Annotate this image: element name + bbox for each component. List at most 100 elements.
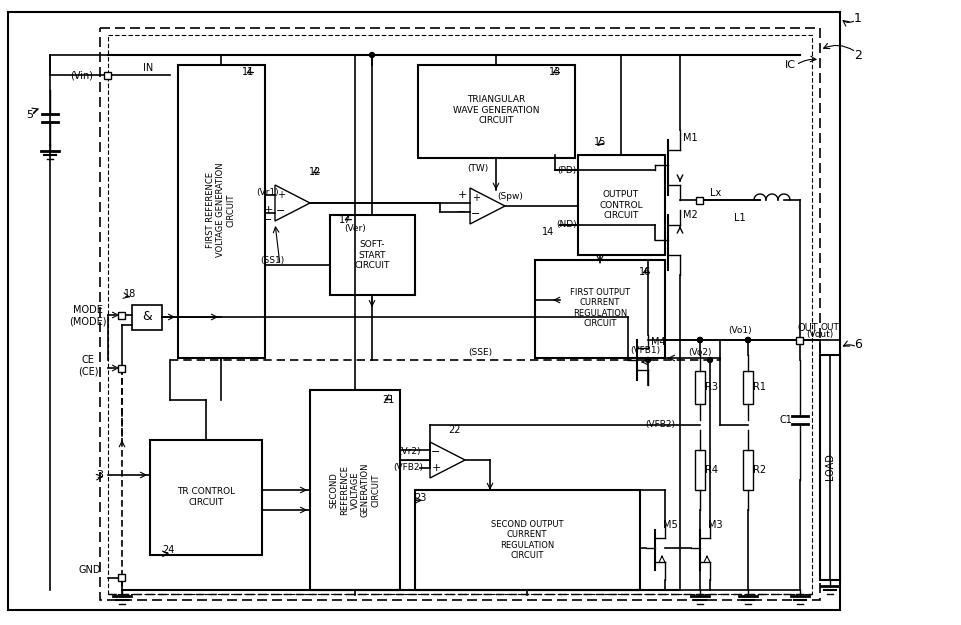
Text: TRIANGULAR
WAVE GENERATION
CIRCUIT: TRIANGULAR WAVE GENERATION CIRCUIT (453, 95, 539, 125)
Text: −: − (263, 215, 272, 225)
Text: 15: 15 (593, 137, 605, 147)
Text: Lx: Lx (709, 188, 721, 198)
Bar (100, 28, 819, 600)
Text: (TW): (TW) (467, 164, 488, 172)
Bar (578, 155, 664, 255)
Bar (742, 450, 752, 490)
Text: (MODE): (MODE) (69, 317, 107, 327)
Text: 22: 22 (448, 425, 460, 435)
Text: +: + (431, 463, 440, 473)
Text: (Spw): (Spw) (497, 191, 523, 201)
Text: 24: 24 (161, 545, 174, 555)
Text: 17: 17 (338, 215, 351, 225)
Text: OUTPUT
CONTROL
CIRCUIT: OUTPUT CONTROL CIRCUIT (599, 190, 642, 220)
Text: (Ver): (Ver) (344, 224, 365, 232)
Text: 12: 12 (308, 167, 321, 177)
Text: 14: 14 (541, 227, 554, 237)
Bar (108, 35, 811, 594)
Text: (PD): (PD) (556, 166, 576, 174)
Bar (694, 371, 704, 404)
Text: (Vo2): (Vo2) (687, 348, 711, 356)
Bar (118, 364, 125, 371)
Text: 6: 6 (853, 339, 861, 351)
Text: R4: R4 (704, 465, 718, 475)
Circle shape (745, 338, 750, 342)
Bar (178, 65, 264, 358)
Circle shape (697, 338, 702, 342)
Text: GND: GND (79, 565, 101, 575)
Text: (Vout): (Vout) (805, 329, 833, 339)
Text: −: − (276, 206, 285, 216)
Text: 13: 13 (549, 67, 560, 77)
Bar (118, 311, 125, 319)
Text: FIRST REFERENCE
VOLTAGE GENERATION
CIRCUIT: FIRST REFERENCE VOLTAGE GENERATION CIRCU… (206, 162, 235, 258)
Text: (Vr2): (Vr2) (399, 448, 421, 456)
Bar (414, 490, 639, 590)
Text: +: + (456, 190, 466, 200)
Text: +: + (472, 193, 480, 203)
Text: (SSE): (SSE) (467, 348, 491, 356)
Text: IC: IC (783, 60, 795, 70)
Text: TR CONTROL
CIRCUIT: TR CONTROL CIRCUIT (177, 488, 234, 507)
Bar (819, 355, 839, 580)
Text: −: − (471, 209, 480, 219)
Text: 16: 16 (638, 267, 651, 277)
Bar (696, 196, 702, 204)
Bar (796, 336, 802, 344)
Text: 18: 18 (124, 289, 136, 299)
Circle shape (645, 357, 650, 362)
Bar (105, 71, 111, 79)
Bar (418, 65, 575, 158)
Text: M3: M3 (707, 520, 722, 530)
Text: 3: 3 (96, 470, 104, 480)
Text: +: + (263, 205, 272, 215)
Text: OUT: OUT (820, 324, 839, 332)
Text: M2: M2 (682, 210, 697, 220)
Text: (VFB2): (VFB2) (393, 464, 423, 472)
Text: (Vo1): (Vo1) (727, 326, 752, 334)
Circle shape (369, 52, 374, 57)
Text: (SS1): (SS1) (259, 256, 283, 264)
Text: (Vr1): (Vr1) (257, 188, 279, 196)
Text: 2: 2 (853, 49, 861, 61)
Text: SECOND OUTPUT
CURRENT
REGULATION
CIRCUIT: SECOND OUTPUT CURRENT REGULATION CIRCUIT (490, 520, 562, 560)
Text: M4: M4 (650, 337, 665, 347)
Text: (Vin): (Vin) (70, 70, 93, 80)
Text: R3: R3 (704, 382, 718, 392)
Bar (8, 12, 839, 610)
Circle shape (745, 338, 750, 342)
Bar (132, 305, 161, 330)
Text: 1: 1 (853, 11, 861, 24)
Bar (694, 450, 704, 490)
Text: LOAD: LOAD (825, 454, 834, 481)
Text: 5: 5 (27, 110, 34, 120)
Circle shape (697, 338, 702, 342)
Text: &: & (142, 311, 152, 324)
Bar (330, 215, 414, 295)
Text: R1: R1 (752, 382, 766, 392)
Text: SECOND
REFERENCE
VOLTAGE
GENERATION
CIRCUIT: SECOND REFERENCE VOLTAGE GENERATION CIRC… (330, 462, 380, 518)
Text: 11: 11 (241, 67, 254, 77)
Text: 23: 23 (413, 493, 426, 503)
Bar (309, 390, 400, 590)
Text: SOFT-
START
CIRCUIT: SOFT- START CIRCUIT (354, 240, 389, 270)
Text: R2: R2 (752, 465, 766, 475)
Text: OUT: OUT (797, 323, 818, 333)
Text: +: + (277, 190, 284, 200)
Bar (534, 260, 664, 358)
Text: IN: IN (143, 63, 153, 73)
Text: C1: C1 (778, 415, 792, 425)
Bar (742, 371, 752, 404)
Text: (CE): (CE) (78, 367, 98, 377)
Text: L1: L1 (733, 213, 745, 223)
Text: CE: CE (82, 355, 94, 365)
Circle shape (706, 357, 712, 362)
Bar (118, 574, 125, 581)
Text: (VFB2): (VFB2) (644, 421, 675, 429)
Text: M5: M5 (662, 520, 677, 530)
Text: MODE: MODE (73, 305, 103, 315)
Text: FIRST OUTPUT
CURRENT
REGULATION
CIRCUIT: FIRST OUTPUT CURRENT REGULATION CIRCUIT (569, 288, 629, 328)
Text: −: − (456, 207, 466, 217)
Text: (ND): (ND) (556, 221, 577, 229)
Text: 21: 21 (382, 395, 394, 405)
